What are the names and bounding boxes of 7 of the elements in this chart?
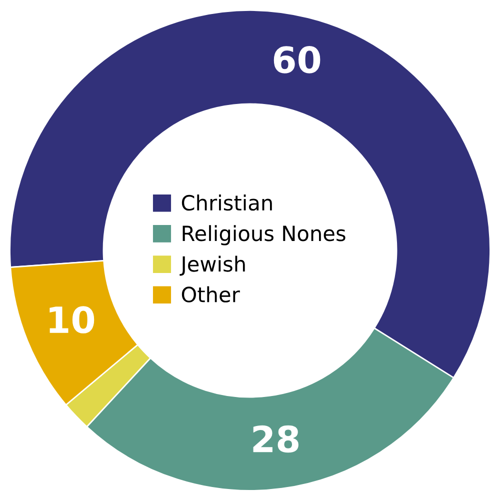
data-label: 28 xyxy=(253,425,298,453)
data-label: 60 xyxy=(274,46,320,74)
data-label: 10 xyxy=(50,306,94,334)
legend-label: Other xyxy=(182,286,240,302)
legend-label: Jewish xyxy=(180,256,245,276)
legend-label: Christian xyxy=(182,194,272,211)
legend-label: Religious Nones xyxy=(182,225,346,246)
